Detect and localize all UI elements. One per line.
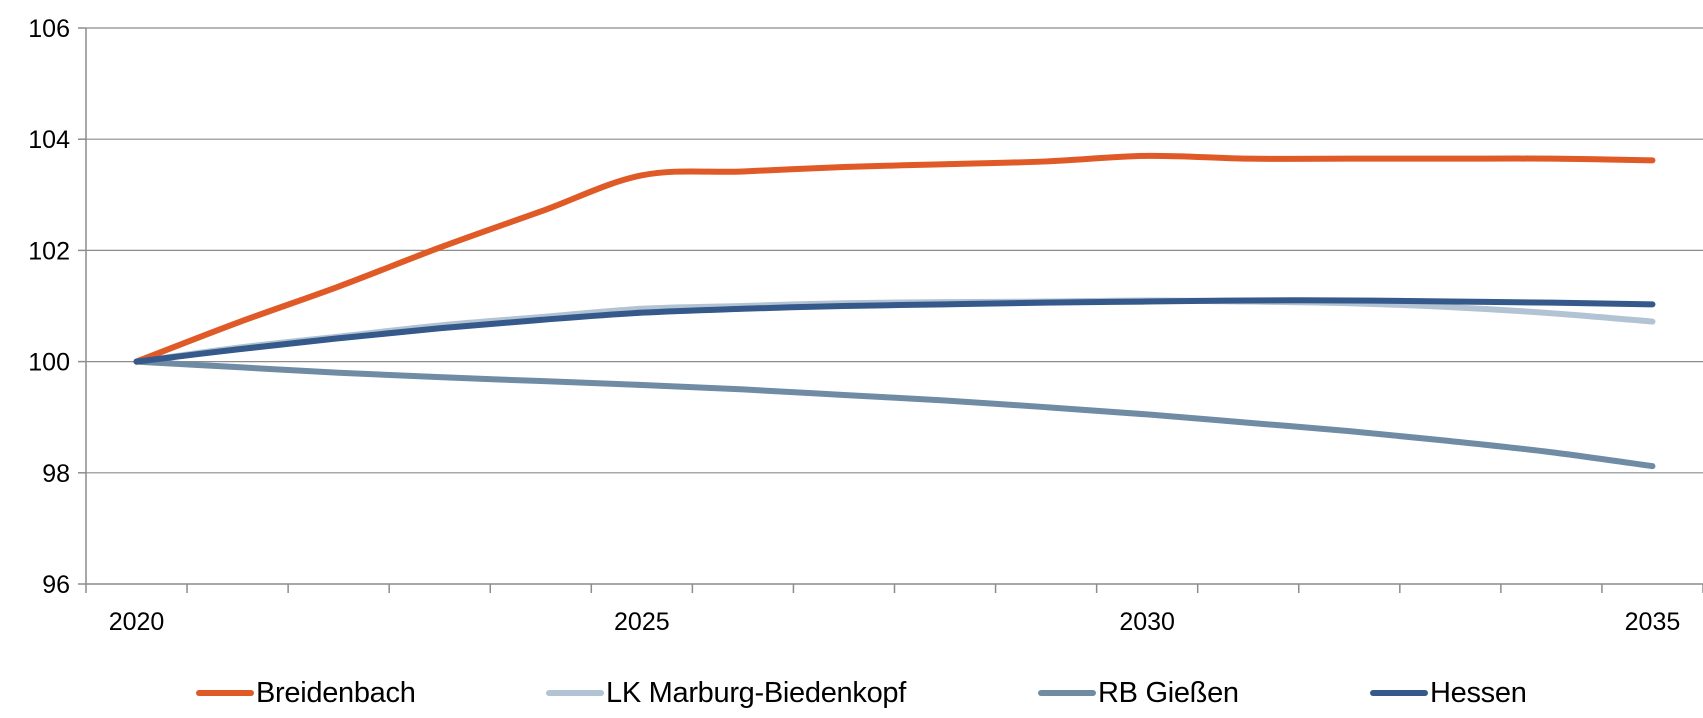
- legend-swatch: [1370, 690, 1428, 696]
- y-tick-label: 102: [28, 237, 70, 265]
- y-tick-label: 96: [42, 571, 70, 599]
- x-tick-label: 2025: [614, 608, 670, 636]
- y-tick-label: 98: [42, 460, 70, 488]
- x-tick-label: 2030: [1119, 608, 1175, 636]
- series-line-breidenbach: [133, 152, 1656, 365]
- legend-item: Breidenbach: [196, 668, 416, 718]
- series-line-hessen: [133, 297, 1656, 365]
- x-tick-label: 2035: [1625, 608, 1681, 636]
- legend-item: RB Gießen: [1038, 668, 1239, 718]
- series-line-lk-marburg-biedenkopf: [133, 297, 1656, 365]
- y-tick-label: 100: [28, 349, 70, 377]
- x-tick-label: 2020: [109, 608, 165, 636]
- gridlines: [86, 27, 1703, 474]
- y-axis-ticks: 96 98 100 102 104 106: [28, 15, 86, 599]
- legend-label: Hessen: [1430, 676, 1527, 709]
- legend-item: Hessen: [1370, 668, 1527, 718]
- legend-item: LK Marburg-Biedenkopf: [546, 668, 906, 718]
- legend: Breidenbach LK Marburg-Biedenkopf RB Gieße…: [0, 668, 1703, 718]
- legend-swatch: [546, 690, 604, 696]
- legend-swatch: [196, 690, 254, 696]
- series-line-rb-giessen: [133, 358, 1656, 470]
- legend-label: LK Marburg-Biedenkopf: [606, 676, 906, 709]
- x-axis-ticks: 2020 2025 2030 2035: [85, 584, 1703, 636]
- legend-swatch: [1038, 690, 1096, 696]
- legend-label: RB Gießen: [1098, 676, 1239, 709]
- y-tick-label: 106: [28, 15, 70, 43]
- legend-label: Breidenbach: [256, 676, 416, 709]
- series-lines: [133, 152, 1656, 470]
- y-tick-label: 104: [28, 126, 70, 154]
